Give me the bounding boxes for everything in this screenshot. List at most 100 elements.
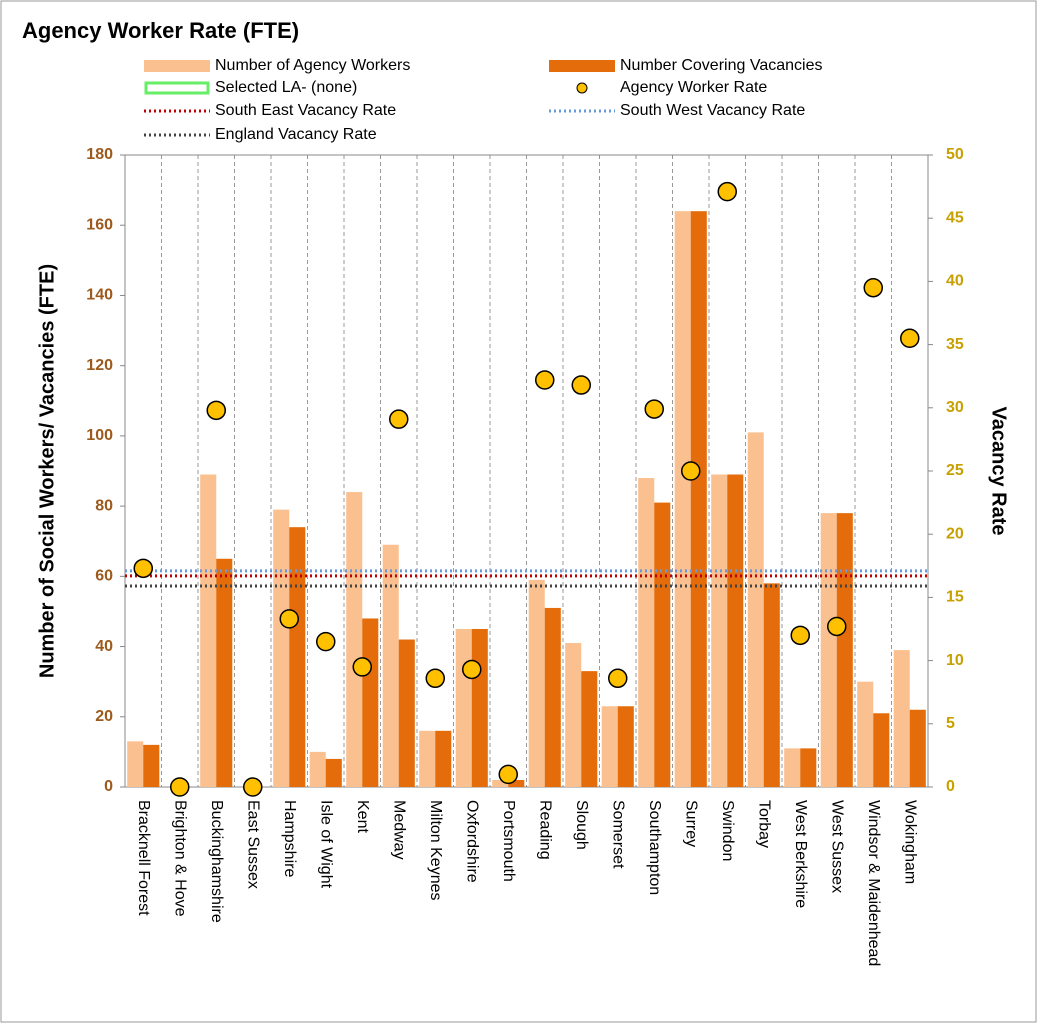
legend-label: Number Covering Vacancies	[620, 57, 822, 74]
x-tick-label: Torbay	[756, 800, 773, 848]
bar	[382, 544, 399, 787]
x-tick-label: Somerset	[610, 800, 627, 869]
bar	[216, 558, 233, 787]
bar	[362, 618, 379, 787]
rate-dot	[316, 631, 336, 652]
legend-label: South West Vacancy Rate	[620, 102, 805, 119]
bar	[143, 744, 160, 787]
rate-dot	[790, 625, 810, 646]
bar	[565, 643, 582, 787]
rate-dot	[644, 399, 664, 419]
legend-label: South East Vacancy Rate	[215, 102, 396, 119]
y2-tick-label: 40	[946, 273, 964, 290]
y-tick-label: 60	[95, 568, 113, 585]
x-tick-label: West Berkshire	[792, 800, 809, 908]
bar	[909, 709, 926, 787]
x-tick-label: Milton Keynes	[427, 800, 444, 901]
legend-label: Selected LA- (none)	[215, 79, 357, 96]
x-tick-label: Isle of Wight	[318, 800, 335, 889]
rate-dot	[608, 668, 628, 689]
legend-swatch	[576, 82, 588, 94]
bar	[857, 681, 874, 787]
rate-dot	[535, 370, 555, 390]
y2-tick-label: 45	[946, 209, 964, 226]
bar	[711, 474, 728, 787]
y2-tick-label: 35	[946, 336, 964, 353]
y-tick-label: 0	[104, 778, 113, 795]
y-tick-label: 100	[86, 427, 113, 444]
rate-dot	[681, 461, 701, 481]
y-tick-label: 160	[86, 216, 113, 233]
bar	[398, 639, 415, 787]
bar	[471, 629, 488, 787]
legend-label: Number of Agency Workers	[215, 57, 410, 74]
x-tick-label: Oxfordshire	[464, 800, 481, 883]
y-tick-label: 120	[86, 357, 113, 374]
bar	[127, 741, 144, 787]
y-tick-label: 40	[95, 638, 113, 655]
rate-dot	[827, 616, 847, 637]
rate-dot	[717, 181, 737, 202]
legend-swatch	[144, 81, 210, 95]
rate-dot	[498, 764, 518, 785]
bar	[820, 513, 837, 787]
bar	[893, 650, 910, 787]
y-tick-label: 20	[95, 708, 113, 725]
y2-tick-label: 50	[946, 146, 964, 163]
rate-dot	[279, 609, 299, 629]
rate-dot	[425, 668, 445, 689]
rate-dot	[571, 375, 591, 395]
bar	[873, 713, 890, 787]
rate-dot	[900, 328, 920, 349]
x-tick-label: Slough	[573, 800, 590, 850]
x-tick-label: Wokingham	[902, 800, 919, 884]
legend-swatch	[549, 60, 615, 72]
bar	[309, 751, 326, 787]
bar	[784, 748, 801, 787]
bar	[763, 583, 780, 787]
y-tick-label: 80	[95, 497, 113, 514]
y2-tick-label: 10	[946, 652, 964, 669]
bar	[508, 779, 525, 787]
bar	[674, 211, 691, 787]
bar	[800, 748, 817, 787]
bar	[492, 779, 509, 787]
y2-tick-label: 25	[946, 462, 964, 479]
x-tick-label: East Sussex	[245, 800, 262, 889]
bar	[273, 509, 290, 787]
legend-swatch	[144, 60, 210, 72]
y2-tick-label: 0	[946, 778, 955, 795]
bar	[836, 513, 853, 787]
y2-tick-label: 15	[946, 589, 964, 606]
x-tick-label: Surrey	[683, 800, 700, 847]
y-tick-label: 140	[86, 287, 113, 304]
x-tick-label: Reading	[537, 800, 554, 860]
bar	[654, 502, 671, 787]
x-tick-label: Bracknell Forest	[135, 800, 152, 916]
rate-dot	[170, 777, 190, 797]
y2-tick-label: 30	[946, 399, 964, 416]
x-tick-label: Swindon	[719, 800, 736, 861]
x-tick-label: Hampshire	[281, 800, 298, 877]
x-tick-label: Kent	[354, 800, 371, 833]
rate-dot	[863, 277, 883, 298]
rate-dot	[243, 777, 263, 797]
legend-label: Agency Worker Rate	[620, 79, 767, 96]
bar	[747, 432, 764, 787]
rate-dot	[133, 558, 153, 579]
rate-dot	[352, 657, 372, 677]
rate-dot	[206, 400, 226, 421]
bar	[200, 474, 217, 787]
x-tick-label: Brighton & Hove	[172, 800, 189, 917]
y-axis-label: Number of Social Workers/ Vacancies (FTE…	[36, 264, 58, 678]
bar	[528, 579, 545, 787]
x-tick-label: Windsor & Maidenhead	[865, 800, 882, 966]
bar	[638, 478, 655, 787]
rate-dot	[462, 659, 482, 680]
bar	[690, 211, 707, 787]
x-tick-label: Portsmouth	[500, 800, 517, 882]
rate-dot	[389, 409, 409, 429]
x-tick-label: Southampton	[646, 800, 663, 895]
